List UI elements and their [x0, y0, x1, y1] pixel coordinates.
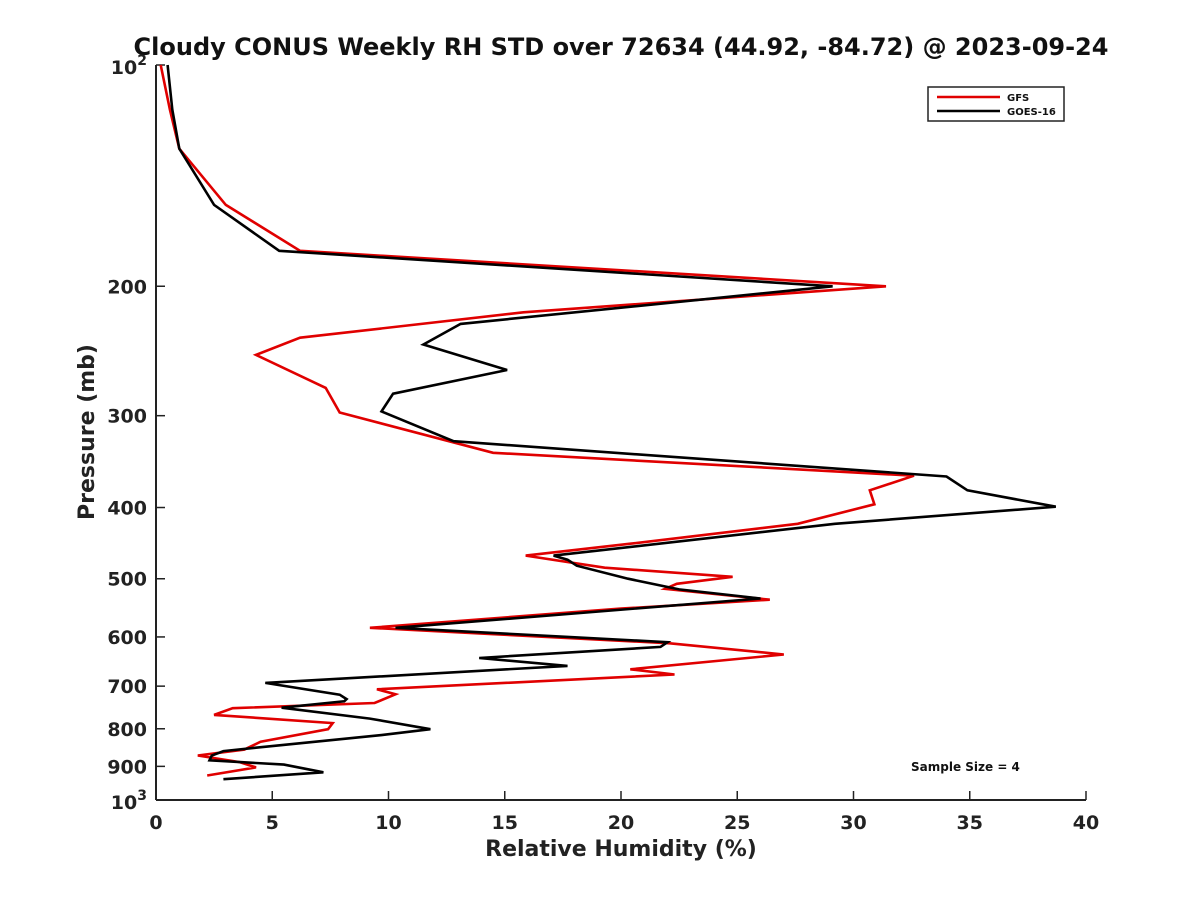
y-tick-label: 800	[107, 719, 147, 741]
x-tick-label: 20	[608, 812, 634, 834]
x-tick-label: 15	[492, 812, 518, 834]
y-tick-label: 600	[107, 627, 147, 649]
x-tick-label: 40	[1073, 812, 1099, 834]
axes	[155, 65, 1086, 801]
x-tick-label: 0	[149, 812, 162, 834]
x-ticks: 0 5 10 15 20 25 30 35 40	[149, 791, 1099, 834]
legend-box	[927, 86, 1065, 122]
y-axis-label: Pressure (mb)	[75, 344, 100, 520]
legend-label: GFS	[1007, 93, 1029, 104]
legend: GFS GOES-16	[927, 86, 1065, 122]
x-tick-label: 35	[957, 812, 983, 834]
chart-title: Cloudy CONUS Weekly RH STD over 72634 (4…	[134, 33, 1109, 61]
y-ticks: 102 200 300 400 500 600 700 800 900 103	[107, 53, 165, 814]
x-tick-label: 30	[840, 812, 866, 834]
x-tick-label: 5	[266, 812, 279, 834]
legend-label: GOES-16	[1007, 107, 1056, 118]
y-tick-label: 900	[107, 756, 147, 778]
y-tick-label: 103	[111, 788, 147, 814]
y-tick-label: 400	[107, 498, 147, 520]
series-line-goes-16	[166, 64, 1057, 781]
x-tick-label: 10	[375, 812, 401, 834]
y-tick-label: 700	[107, 676, 147, 698]
series-layer	[159, 64, 1057, 781]
x-tick-label: 25	[724, 812, 750, 834]
x-axis-label: Relative Humidity (%)	[485, 837, 757, 862]
sample-size-annotation: Sample Size = 4	[911, 760, 1020, 774]
y-tick-label: 102	[111, 53, 147, 79]
y-tick-label: 300	[107, 406, 147, 428]
series-line-gfs	[159, 64, 915, 777]
y-tick-label: 200	[107, 276, 147, 298]
y-tick-label: 500	[107, 569, 147, 591]
